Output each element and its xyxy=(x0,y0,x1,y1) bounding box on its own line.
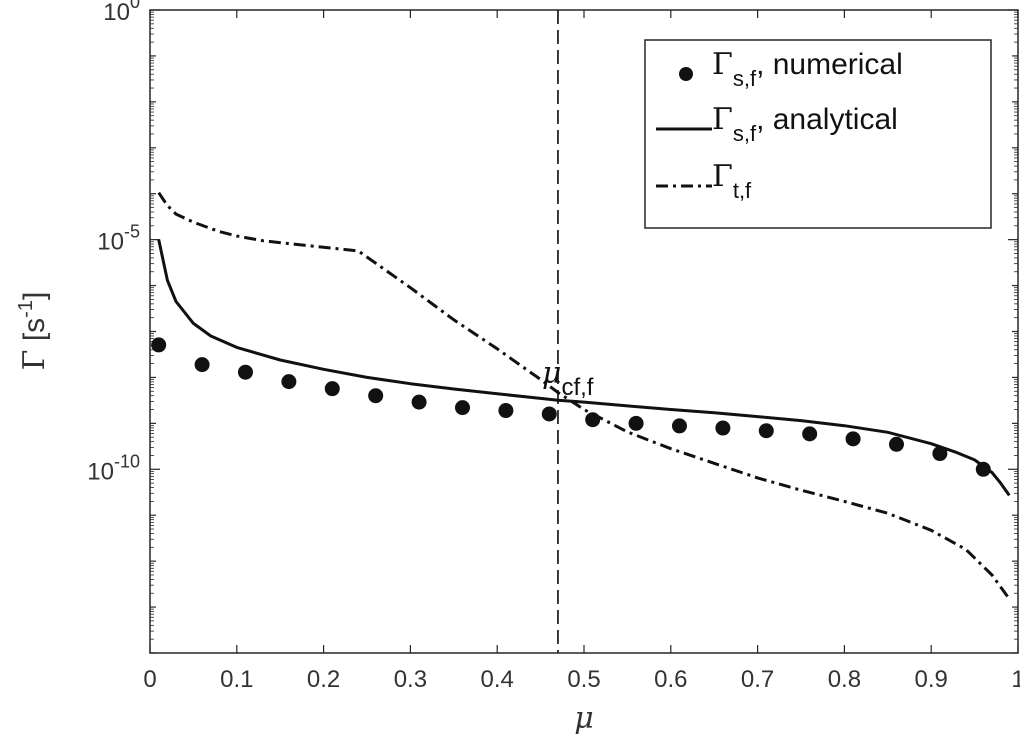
legend-entry-tf: Γt,f xyxy=(712,159,752,203)
data-point xyxy=(758,423,774,439)
x-tick-label-1: 0.1 xyxy=(220,666,253,693)
legend-entry-analytical-text: , analytical xyxy=(756,103,898,136)
data-point xyxy=(671,418,687,434)
y-axis-label-symbol: Γ xyxy=(17,349,52,370)
x-tick-label-4: 0.4 xyxy=(481,666,514,693)
x-tick-label-2: 0.2 xyxy=(307,666,340,693)
data-point xyxy=(845,431,861,447)
data-point xyxy=(498,403,514,419)
y-tick-label-base: 10 xyxy=(103,0,130,26)
legend-entry-numerical-sub: s,f xyxy=(733,66,757,91)
legend-box xyxy=(644,39,992,229)
x-axis-label: μ xyxy=(574,701,594,736)
x-tick-label-9: 0.9 xyxy=(915,666,948,693)
y-axis-label-unit: [s xyxy=(18,318,51,350)
series-tf-line xyxy=(157,191,1011,600)
annotation-layer: μcf,f xyxy=(542,10,594,653)
data-point xyxy=(237,364,253,380)
legend-entry-tf-symbol: Γ xyxy=(712,159,733,194)
data-point xyxy=(932,446,948,462)
series-layer xyxy=(151,191,1011,600)
data-point xyxy=(324,381,340,397)
series-numerical xyxy=(151,337,991,477)
y-tick-label-base: 10 xyxy=(87,458,114,485)
data-point xyxy=(194,357,210,373)
plot-frame xyxy=(149,9,1019,654)
x-tick-label-0: 0 xyxy=(143,666,156,693)
x-tick-labels: 0 0.1 0.2 0.3 0.4 0.5 0.6 0.7 0.8 0.9 1 xyxy=(143,666,1020,693)
x-tick-label-6: 0.6 xyxy=(654,666,687,693)
data-point xyxy=(411,394,427,410)
y-tick-label-base: 10 xyxy=(97,229,124,256)
data-point xyxy=(281,374,297,390)
data-point xyxy=(975,461,991,477)
data-point xyxy=(888,436,904,452)
y-tick-label-exp: -10 xyxy=(114,451,140,471)
data-point xyxy=(151,337,167,353)
legend-entry-numerical-text: , numerical xyxy=(756,48,903,81)
y-axis-label: Γ [s-1] xyxy=(15,292,52,371)
y-tick-label-2: 10-10 xyxy=(87,451,140,485)
x-tick-label-7: 0.7 xyxy=(741,666,774,693)
data-point xyxy=(368,388,384,404)
y-tick-label-0: 100 xyxy=(103,0,140,26)
x-tick-label-5: 0.5 xyxy=(567,666,600,693)
x-tick-label-8: 0.8 xyxy=(828,666,861,693)
legend: Γs,f, numerical Γs,f, analytical Γt,f xyxy=(644,39,992,229)
data-point xyxy=(802,426,818,442)
x-tick-label-3: 0.3 xyxy=(394,666,427,693)
data-point xyxy=(628,415,644,431)
legend-entry-numerical: Γs,f, numerical xyxy=(712,47,903,91)
data-point xyxy=(715,420,731,436)
critical-mu-label-symbol: μ xyxy=(542,356,562,391)
legend-entry-tf-sub: t,f xyxy=(733,178,752,203)
legend-entry-numerical-symbol: Γ xyxy=(712,47,733,82)
legend-marker-numerical xyxy=(679,67,693,81)
data-point xyxy=(454,400,470,416)
data-point xyxy=(541,406,557,422)
y-axis-label-unit-close: ] xyxy=(18,292,51,300)
legend-entry-analytical-symbol: Γ xyxy=(712,102,733,137)
legend-entry-analytical-sub: s,f xyxy=(733,121,757,146)
y-tick-label-1: 10-5 xyxy=(97,222,140,256)
y-axis-label-unit-exp: -1 xyxy=(15,300,37,318)
x-tick-label-10: 1 xyxy=(1011,666,1020,693)
y-tick-label-exp: 0 xyxy=(130,0,140,12)
legend-entry-analytical: Γs,f, analytical xyxy=(712,102,898,146)
y-tick-label-exp: -5 xyxy=(124,222,140,242)
critical-mu-label: μcf,f xyxy=(542,356,594,401)
